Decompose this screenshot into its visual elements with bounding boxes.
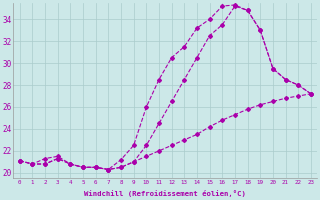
X-axis label: Windchill (Refroidissement éolien,°C): Windchill (Refroidissement éolien,°C)	[84, 190, 246, 197]
